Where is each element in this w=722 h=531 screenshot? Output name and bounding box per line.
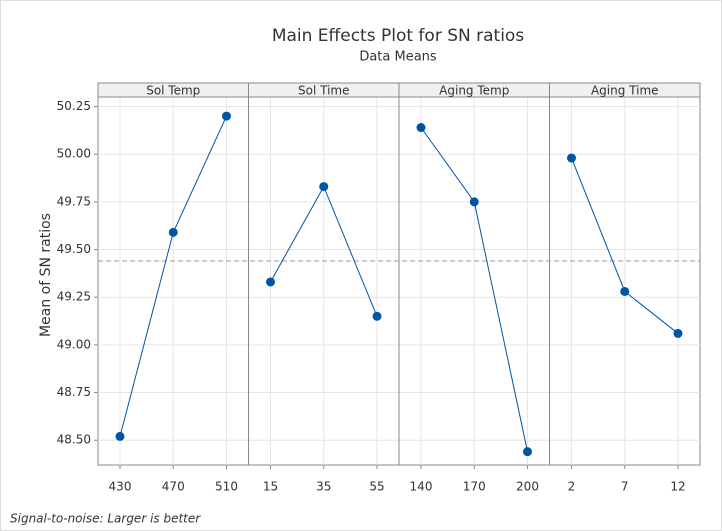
data-point	[222, 111, 231, 121]
x-tick-label: 7	[621, 480, 629, 494]
x-tick-label: 55	[369, 480, 384, 494]
data-point	[620, 286, 630, 296]
y-tick-label: 49.50	[57, 242, 91, 256]
data-point	[523, 447, 532, 457]
data-point	[372, 311, 382, 321]
y-axis-label: Mean of SN ratios	[38, 213, 54, 337]
panel-title: Aging Temp	[439, 84, 509, 98]
y-tick-label: 48.75	[57, 385, 91, 399]
x-tick-label: 200	[516, 480, 539, 494]
x-tick-label: 170	[463, 480, 486, 494]
y-tick-label: 50.00	[57, 147, 91, 161]
x-tick-label: 510	[215, 480, 238, 494]
y-tick-label: 49.00	[57, 337, 91, 351]
panel-title: Sol Temp	[146, 84, 200, 98]
y-tick-label: 49.75	[57, 194, 91, 208]
panel-title: Aging Time	[591, 84, 659, 98]
data-point	[416, 123, 426, 133]
data-point	[567, 153, 576, 163]
data-point	[266, 277, 275, 287]
footnote: Signal-to-noise: Larger is better	[10, 512, 201, 526]
data-point	[469, 197, 479, 207]
y-tick-label: 48.50	[57, 433, 91, 447]
chart-title: Main Effects Plot for SN ratios	[272, 26, 525, 46]
data-point	[168, 227, 178, 237]
x-tick-label: 15	[263, 480, 278, 494]
panel-title: Sol Time	[298, 84, 349, 98]
x-tick-label: 470	[162, 480, 185, 494]
x-tick-label: 140	[410, 480, 433, 494]
x-tick-label: 35	[316, 480, 331, 494]
x-tick-label: 2	[568, 480, 576, 494]
data-point	[319, 182, 329, 192]
y-tick-label: 50.25	[57, 99, 91, 113]
x-tick-label: 430	[109, 480, 132, 494]
data-point	[115, 431, 125, 441]
chart-subtitle: Data Means	[359, 50, 437, 65]
data-point	[673, 328, 683, 338]
x-tick-label: 12	[670, 480, 685, 494]
y-tick-label: 49.25	[57, 290, 91, 304]
